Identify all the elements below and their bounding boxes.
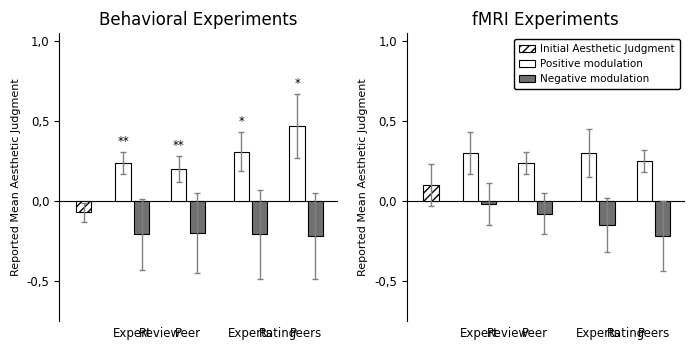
Bar (481, 201, 496, 204)
Bar (637, 161, 652, 201)
Text: Review: Review (487, 327, 528, 340)
Legend: Initial Aesthetic Judgment, Positive modulation, Negative modulation: Initial Aesthetic Judgment, Positive mod… (514, 39, 680, 90)
Bar (171, 169, 187, 201)
Bar (134, 201, 149, 234)
Text: Rating: Rating (260, 327, 298, 340)
Bar (116, 163, 131, 201)
Title: Behavioral Experiments: Behavioral Experiments (99, 11, 298, 29)
Bar (234, 152, 249, 201)
Text: **: ** (117, 134, 129, 147)
Bar (655, 201, 670, 236)
Bar (519, 163, 534, 201)
Bar (599, 201, 615, 225)
Bar (290, 126, 305, 201)
Text: *: * (294, 77, 300, 90)
Text: *: * (239, 115, 244, 128)
Bar (308, 201, 323, 236)
Bar (537, 201, 552, 214)
Bar (463, 153, 478, 201)
Bar (423, 185, 438, 201)
Bar (581, 153, 596, 201)
Text: **: ** (173, 139, 184, 152)
Bar (76, 201, 91, 212)
Title: fMRI Experiments: fMRI Experiments (473, 11, 619, 29)
Bar (189, 201, 205, 233)
Y-axis label: Reported Mean Aesthetic Judgment: Reported Mean Aesthetic Judgment (358, 78, 368, 276)
Bar (252, 201, 267, 234)
Text: Review: Review (139, 327, 181, 340)
Text: Rating: Rating (607, 327, 645, 340)
Y-axis label: Reported Mean Aesthetic Judgment: Reported Mean Aesthetic Judgment (11, 78, 21, 276)
